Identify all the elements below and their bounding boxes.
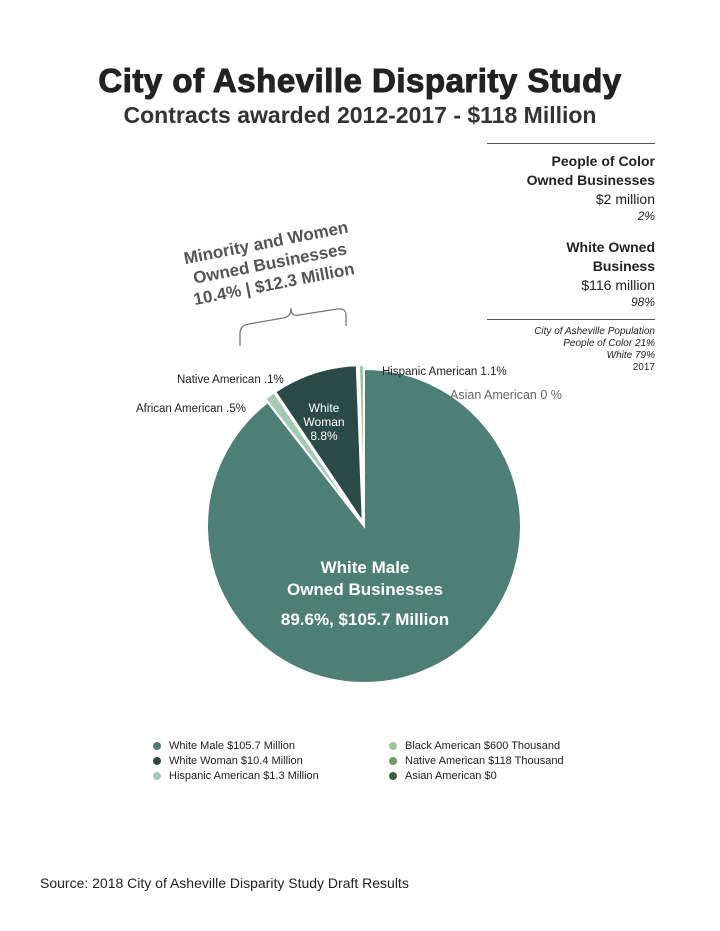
poc-heading-2: Owned Businesses [526, 172, 655, 188]
poc-value: $2 million [595, 191, 655, 207]
white-heading-1: White Owned [566, 239, 655, 255]
label-hispanic: Hispanic American 1.1% [382, 366, 507, 378]
legend-dot [153, 757, 161, 765]
pie-slice-hispanic-american [263, 391, 363, 524]
legend-label: White Male $105.7 Million [169, 740, 295, 752]
poc-percent: 2% [637, 209, 655, 223]
legend-dot [389, 742, 397, 750]
legend-label: Black American $600 Thousand [405, 740, 561, 752]
legend-label: Asian American $0 [405, 770, 497, 782]
legend-item: Asian American $0 [389, 769, 589, 783]
legend-item: Black American $600 Thousand [389, 739, 589, 753]
legend-dot [389, 757, 397, 765]
summary-sidebox: People of Color Owned Businesses $2 mill… [487, 143, 655, 374]
label-african: African American .5% [136, 403, 246, 415]
legend-item: Hispanic American $1.3 Million [153, 769, 389, 783]
legend-label: Hispanic American $1.3 Million [169, 770, 319, 782]
white-woman-line-2: Woman [303, 415, 345, 429]
pop-line-4: 2017 [632, 362, 655, 373]
legend-dot [153, 742, 161, 750]
legend-item: White Woman $10.4 Million [153, 754, 389, 768]
pop-line-1: City of Asheville Population [534, 326, 655, 337]
legend-item: White Male $105.7 Million [153, 739, 389, 753]
white-value: $116 million [581, 277, 655, 293]
legend-label: Native American $118 Thousand [405, 755, 564, 767]
white-heading-2: Business [592, 258, 655, 274]
poc-heading-1: People of Color [551, 153, 655, 169]
pie-slice-white-male [206, 367, 522, 684]
legend-label: White Woman $10.4 Million [169, 755, 303, 767]
label-asian: Asian American 0 % [450, 388, 562, 402]
white-male-slice-label: White Male Owned Businesses 89.6%, $105.… [240, 557, 490, 631]
legend-item: Native American $118 Thousand [389, 754, 589, 768]
chart-title: City of Asheville Disparity Study [98, 62, 622, 100]
label-native: Native American .1% [177, 374, 284, 386]
source-note: Source: 2018 City of Asheville Disparity… [40, 875, 409, 891]
population-note: City of Asheville Population People of C… [487, 319, 655, 374]
white-woman-line-3: 8.8% [310, 429, 338, 443]
white-percent: 98% [630, 295, 655, 309]
pie-slices [206, 364, 522, 684]
chart-subtitle: Contracts awarded 2012-2017 - $118 Milli… [123, 102, 597, 128]
white-woman-line-1: White [308, 401, 340, 415]
legend-dot [389, 772, 397, 780]
white-male-line-2: Owned Businesses [287, 580, 443, 599]
legend-dot [153, 772, 161, 780]
pop-line-2: People of Color 21% [563, 338, 655, 349]
pie-slice-african-american [357, 364, 365, 523]
pie-slice-white-woman [273, 364, 364, 526]
white-male-line-1: White Male [320, 558, 410, 577]
white-woman-slice-label: White Woman 8.8% [299, 401, 349, 443]
callout-bracket [239, 307, 347, 346]
white-male-line-3: 89.6%, $105.7 Million [280, 610, 450, 629]
chart-legend: White Male $105.7 Million Black American… [153, 739, 593, 783]
pop-line-3: White 79% [606, 350, 655, 361]
